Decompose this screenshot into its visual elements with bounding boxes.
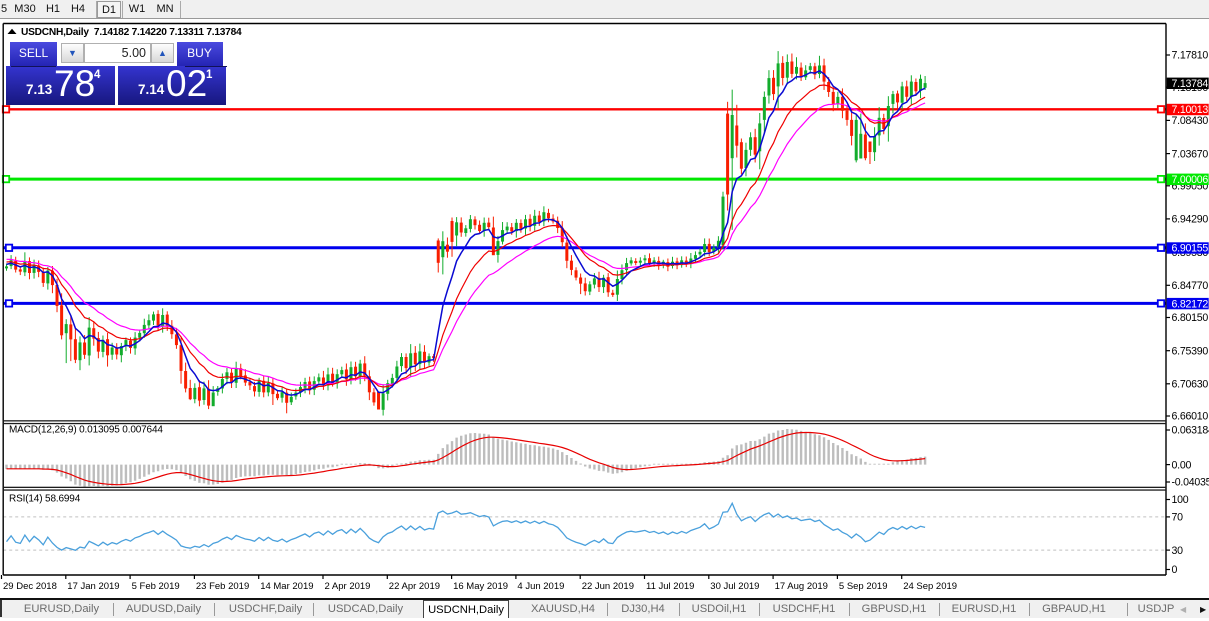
svg-text:22 Apr 2019: 22 Apr 2019	[389, 581, 440, 592]
svg-text:17 Jan 2019: 17 Jan 2019	[67, 581, 119, 592]
svg-text:6.80150: 6.80150	[1172, 312, 1209, 324]
svg-text:6.90155: 6.90155	[1172, 243, 1209, 255]
svg-text:7.13784: 7.13784	[1172, 78, 1209, 90]
svg-text:0.00: 0.00	[1172, 459, 1192, 471]
svg-text:7.03670: 7.03670	[1172, 148, 1209, 160]
svg-text:14 Mar 2019: 14 Mar 2019	[260, 581, 313, 592]
svg-text:17 Aug 2019: 17 Aug 2019	[775, 581, 828, 592]
svg-text:22 Jun 2019: 22 Jun 2019	[582, 581, 634, 592]
svg-text:7.08430: 7.08430	[1172, 115, 1209, 127]
svg-text:6.94290: 6.94290	[1172, 214, 1209, 226]
svg-text:70: 70	[1172, 512, 1184, 524]
svg-text:-0.040355: -0.040355	[1172, 477, 1209, 489]
svg-text:7.00006: 7.00006	[1172, 174, 1209, 186]
svg-text:4 Jun 2019: 4 Jun 2019	[517, 581, 564, 592]
svg-text:MACD(12,26,9) 0.013095 0.00764: MACD(12,26,9) 0.013095 0.007644	[9, 425, 163, 436]
svg-text:5 Feb 2019: 5 Feb 2019	[132, 581, 180, 592]
svg-text:100: 100	[1172, 494, 1189, 506]
svg-text:6.70630: 6.70630	[1172, 379, 1209, 391]
svg-text:7.17810: 7.17810	[1172, 50, 1209, 62]
svg-text:USDCNH,Daily 7.14182 7.14220: USDCNH,Daily 7.14182 7.14220 7.13311 7.1…	[21, 27, 242, 38]
svg-text:30 Jul 2019: 30 Jul 2019	[710, 581, 759, 592]
svg-text:30: 30	[1172, 545, 1184, 557]
svg-text:6.66010: 6.66010	[1172, 411, 1209, 423]
svg-text:24 Sep 2019: 24 Sep 2019	[903, 581, 957, 592]
svg-text:0: 0	[1172, 564, 1178, 576]
svg-text:16 May 2019: 16 May 2019	[453, 581, 508, 592]
svg-text:2 Apr 2019: 2 Apr 2019	[325, 581, 371, 592]
svg-text:RSI(14) 58.6994: RSI(14) 58.6994	[9, 494, 81, 505]
svg-text:23 Feb 2019: 23 Feb 2019	[196, 581, 249, 592]
svg-text:5 Sep 2019: 5 Sep 2019	[839, 581, 888, 592]
svg-text:6.84770: 6.84770	[1172, 280, 1209, 292]
svg-text:7.10013: 7.10013	[1172, 104, 1209, 116]
svg-text:29 Dec 2018: 29 Dec 2018	[3, 581, 57, 592]
svg-text:6.82172: 6.82172	[1172, 298, 1209, 310]
svg-text:0.063184: 0.063184	[1172, 425, 1209, 437]
svg-text:11 Jul 2019: 11 Jul 2019	[646, 581, 694, 592]
svg-text:6.75390: 6.75390	[1172, 345, 1209, 357]
